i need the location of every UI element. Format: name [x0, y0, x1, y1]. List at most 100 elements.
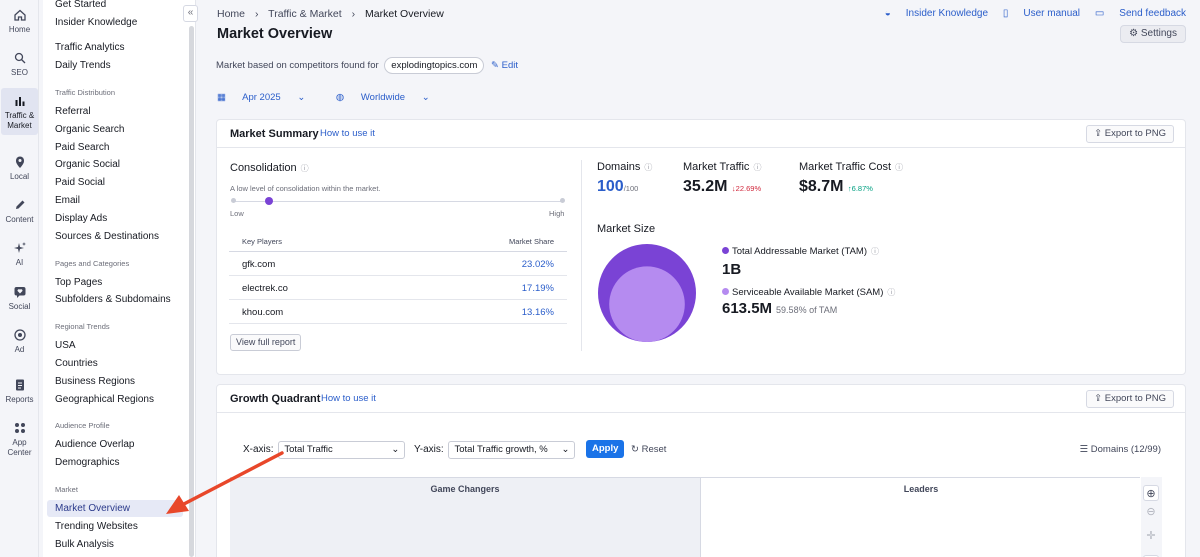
nav-email[interactable]: Email	[55, 195, 81, 206]
rail-item-local[interactable]: Local	[0, 155, 39, 182]
nav-trending-websites[interactable]: Trending Websites	[55, 521, 138, 532]
tam-label: Total Addressable Market (TAM) ⓘ	[722, 246, 879, 257]
nav-countries[interactable]: Countries	[55, 358, 98, 369]
card-header: Growth Quadrant How to use it ⇪ Export t…	[217, 385, 1185, 413]
nav-organic-social[interactable]: Organic Social	[55, 159, 121, 170]
x-axis-value: Total Traffic	[284, 444, 333, 455]
slider-high-label: High	[549, 209, 565, 218]
cost-label-text: Market Traffic Cost	[799, 161, 892, 173]
consolidation-marker	[265, 197, 274, 205]
rail-item-content[interactable]: Content	[0, 198, 39, 225]
nav-referral[interactable]: Referral	[55, 106, 91, 117]
insider-knowledge-label: Insider Knowledge	[905, 8, 989, 19]
globe-icon: ◍	[335, 92, 345, 103]
icon-rail: Home SEO Traffic & Market Local Content …	[0, 0, 39, 557]
player-share[interactable]: 23.02%	[521, 259, 554, 270]
nav-traffic-analytics[interactable]: Traffic Analytics	[55, 42, 125, 53]
player-share[interactable]: 13.16%	[521, 307, 554, 318]
cost-change: ↑6.87%	[847, 184, 873, 193]
quadrant-label: Game Changers	[430, 484, 500, 494]
sam-label-text: Serviceable Available Market (SAM)	[732, 287, 884, 298]
how-to-use-link[interactable]: How to use it	[320, 128, 375, 139]
nav-heading-traffic-distribution: Traffic Distribution	[55, 88, 116, 97]
apply-button[interactable]: Apply	[586, 440, 625, 458]
how-to-use-link[interactable]: How to use it	[321, 393, 376, 404]
nav-top-pages[interactable]: Top Pages	[55, 277, 103, 288]
rail-label: Traffic &	[4, 111, 35, 120]
domains-label: Domains ⓘ	[597, 161, 652, 173]
nav-paid-social[interactable]: Paid Social	[55, 177, 106, 188]
rail-item-ai[interactable]: AI	[0, 241, 39, 268]
nav-sources-destinations[interactable]: Sources & Destinations	[55, 231, 159, 242]
reset-button[interactable]: ↻ Reset	[631, 444, 666, 455]
crosshair-icon[interactable]: ✛	[1146, 530, 1156, 542]
collapse-nav-button[interactable]: «	[183, 5, 198, 22]
breadcrumb-home[interactable]: Home	[217, 8, 246, 20]
divider	[581, 160, 582, 351]
chevron-down-icon: ⌄	[297, 92, 306, 103]
insider-knowledge-link[interactable]: ◒ Insider Knowledge	[885, 8, 988, 19]
pencil-icon	[15, 200, 24, 209]
info-icon: ⓘ	[300, 164, 309, 173]
nav-daily-trends[interactable]: Daily Trends	[55, 60, 111, 71]
x-axis-control: X-axis: Total Traffic ⌄	[243, 441, 406, 459]
nav-market-overview[interactable]: Market Overview	[47, 500, 183, 517]
rail-item-traffic-market[interactable]: Traffic & Market	[1, 88, 38, 135]
consolidation-label: Consolidation	[230, 162, 297, 174]
fullscreen-icon[interactable]: ⤢	[1143, 555, 1159, 557]
nav-audience-overlap[interactable]: Audience Overlap	[55, 439, 135, 450]
page-title: Market Overview	[217, 26, 333, 42]
export-png-button[interactable]: ⇪ Export to PNG	[1086, 125, 1174, 143]
rail-item-home[interactable]: Home	[0, 8, 39, 35]
nav-business-regions[interactable]: Business Regions	[55, 376, 136, 387]
nav-display-ads[interactable]: Display Ads	[55, 213, 108, 224]
traffic-value: 35.2M ↓22.69%	[683, 178, 761, 196]
quadrant-chart: Game Changers Leaders	[230, 477, 1140, 557]
sam-legend-dot	[722, 288, 729, 295]
nav-paid-search[interactable]: Paid Search	[55, 142, 110, 153]
sam-percent: 59.58% of TAM	[776, 305, 838, 315]
nav-usa[interactable]: USA	[55, 340, 76, 351]
rail-item-app-center[interactable]: App Center	[0, 421, 39, 458]
zoom-in-icon[interactable]: ⊕	[1143, 485, 1159, 501]
rail-item-ad[interactable]: Ad	[0, 328, 39, 355]
rail-label: App	[12, 438, 27, 447]
breadcrumb-current: Market Overview	[365, 8, 444, 20]
date-filter[interactable]: ▦ Apr 2025 ⌄	[217, 92, 319, 103]
target-icon	[13, 329, 26, 341]
user-manual-link[interactable]: ▯ User manual	[1003, 8, 1080, 19]
nav-scrollbar[interactable]	[189, 26, 194, 557]
y-axis-value: Total Traffic growth, %	[454, 444, 548, 455]
rail-item-seo[interactable]: SEO	[0, 51, 39, 78]
region-filter-label: Worldwide	[360, 92, 406, 103]
settings-button[interactable]: ⚙ Settings	[1120, 25, 1186, 43]
region-filter[interactable]: ◍ Worldwide ⌄	[336, 92, 444, 103]
card-header: Market Summary How to use it ⇪ Export to…	[217, 120, 1185, 148]
nav-insider-knowledge[interactable]: Insider Knowledge	[55, 17, 138, 28]
x-axis-select[interactable]: Total Traffic ⌄	[278, 441, 406, 459]
nav-get-started[interactable]: Get Started	[55, 0, 107, 10]
breadcrumb-traffic-market[interactable]: Traffic & Market	[268, 8, 342, 20]
export-png-button[interactable]: ⇪ Export to PNG	[1086, 390, 1174, 408]
rail-item-reports[interactable]: Reports	[0, 378, 39, 405]
domains-filter-button[interactable]: ☰ Domains (12/99)	[1080, 444, 1161, 455]
view-full-report-button[interactable]: View full report	[230, 334, 302, 351]
edit-link[interactable]: ✎ Edit	[491, 60, 518, 71]
quadrant-label: Leaders	[903, 484, 939, 494]
market-share-col: Market Share	[508, 237, 554, 246]
rail-item-social[interactable]: Social	[0, 285, 39, 312]
table-row: gfk.com 23.02%	[229, 252, 567, 276]
player-share[interactable]: 17.19%	[521, 283, 554, 294]
send-feedback-link[interactable]: ▭ Send feedback	[1095, 8, 1186, 19]
export-label: Export to PNG	[1104, 128, 1166, 139]
zoom-out-icon[interactable]: ⊖	[1146, 506, 1156, 518]
nav-subfolders-subdomains[interactable]: Subfolders & Subdomains	[55, 294, 171, 305]
nav-bulk-analysis[interactable]: Bulk Analysis	[55, 539, 114, 550]
nav-geographical-regions[interactable]: Geographical Regions	[55, 394, 154, 405]
y-axis-select[interactable]: Total Traffic growth, % ⌄	[448, 441, 576, 459]
nav-organic-search[interactable]: Organic Search	[55, 124, 125, 135]
rail-label: Home	[8, 25, 31, 34]
nav-demographics[interactable]: Demographics	[55, 457, 120, 468]
y-axis-control: Y-axis: Total Traffic growth, % ⌄	[414, 441, 576, 459]
growth-quadrant-card: Growth Quadrant How to use it ⇪ Export t…	[216, 384, 1186, 557]
